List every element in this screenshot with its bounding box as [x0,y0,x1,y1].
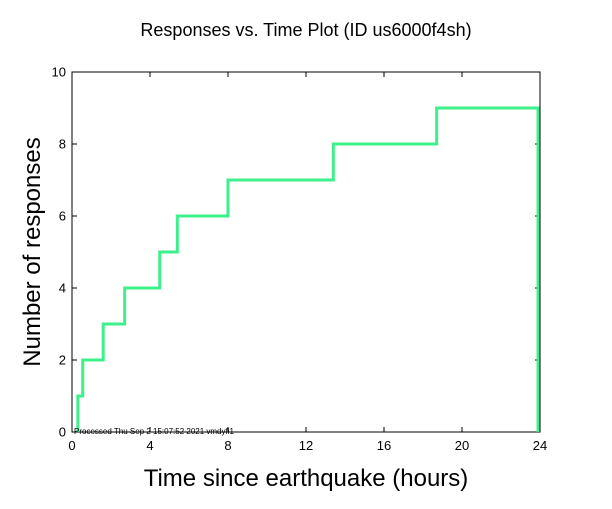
y-tick-label: 0 [59,425,66,440]
x-tick-label: 20 [455,438,469,453]
y-tick-label: 8 [59,137,66,152]
series-layer [76,106,540,432]
y-tick-label: 2 [59,353,66,368]
x-tick-label: 24 [533,438,547,453]
x-tick-label: 0 [68,438,75,453]
x-tick-label: 8 [224,438,231,453]
response-step-series [76,106,540,432]
x-tick-label: 4 [146,438,153,453]
plot-frame [71,71,541,433]
x-tick-label: 16 [377,438,391,453]
chart-title: Responses vs. Time Plot (ID us6000f4sh) [140,20,471,40]
x-tick-label: 12 [299,438,313,453]
x-axis-title: Time since earthquake (hours) [144,465,469,492]
y-tick-label: 10 [52,65,66,80]
y-axis-title: Number of responses [19,137,46,366]
processed-footnote: Processed Thu Sep 2 15:07:52 2021 vmdyfi… [74,427,235,436]
y-tick-label: 6 [59,209,66,224]
y-tick-label: 4 [59,281,66,296]
